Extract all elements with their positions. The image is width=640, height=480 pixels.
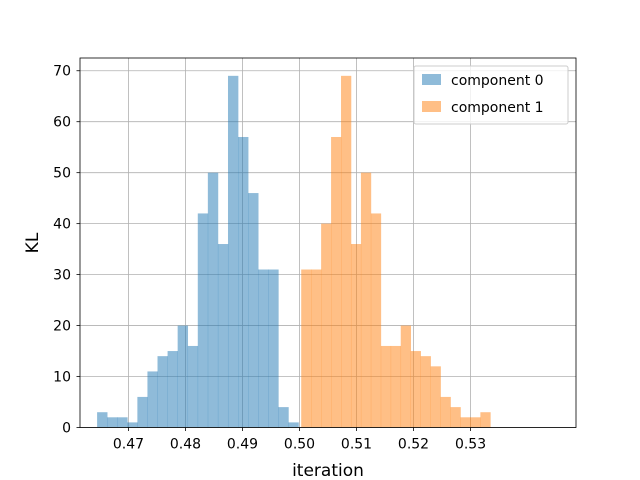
x-tick-label-5: 0.52: [398, 437, 429, 453]
y-tick-label-5: 50: [53, 166, 71, 182]
bar-series-1-bin-15: [450, 407, 461, 428]
bar-series-1-bin-13: [430, 366, 441, 428]
bar-series-1-bin-0: [301, 269, 312, 428]
bar-series-0-bin-12: [217, 244, 229, 428]
bar-series-0-bin-14: [238, 136, 249, 428]
bar-series-1-bin-10: [400, 325, 412, 428]
legend-label-component-1: component 1: [451, 100, 544, 116]
bar-series-0-bin-9: [187, 345, 199, 428]
bar-series-0-bin-5: [147, 371, 158, 428]
legend-swatch-component-0: [422, 74, 441, 85]
legend: component 0 component 1: [413, 65, 569, 125]
bar-series-0-bin-1: [107, 417, 118, 428]
bar-series-0-bin-13: [227, 75, 239, 428]
y-axis-title: KL: [23, 232, 43, 253]
bar-series-1-bin-1: [311, 269, 322, 428]
bar-series-1-bin-18: [480, 412, 491, 428]
y-tick-label-7: 70: [53, 64, 71, 80]
x-tick-label-3: 0.50: [284, 437, 315, 453]
histogram-bars: [97, 75, 491, 428]
plot-frame: [79, 57, 577, 428]
y-tick-label-2: 20: [53, 319, 71, 335]
bar-series-0-bin-0: [97, 412, 108, 428]
bar-series-1-bin-9: [390, 345, 402, 428]
y-tick-label-0: 0: [62, 421, 71, 437]
legend-box: [413, 65, 569, 125]
legend-label-component-0: component 0: [451, 73, 544, 89]
bar-series-0-bin-3: [127, 422, 138, 428]
y-tick-label-3: 30: [53, 268, 71, 284]
bar-series-0-bin-15: [248, 193, 259, 428]
axis-ticks: 0.47 0.48 0.49 0.50 0.51 0.52 0.53 0 10 20 30 40 50 6…: [53, 64, 486, 453]
bar-series-0-bin-10: [197, 213, 209, 428]
legend-swatch-component-1: [422, 101, 441, 112]
y-tick-label-1: 10: [53, 370, 71, 386]
x-tick-label-1: 0.48: [170, 437, 201, 453]
x-tick-label-4: 0.51: [341, 437, 372, 453]
bar-series-1-bin-6: [360, 172, 372, 428]
bar-series-1-bin-16: [460, 417, 471, 428]
bar-series-0-bin-11: [207, 172, 219, 428]
bar-series-0-bin-7: [167, 351, 178, 428]
bar-series-0-bin-2: [117, 417, 128, 428]
bar-series-1-bin-2: [321, 223, 332, 428]
bar-series-0-bin-17: [268, 269, 279, 428]
y-tick-label-4: 40: [53, 217, 71, 233]
bar-series-0-bin-8: [177, 325, 189, 428]
bar-series-1-bin-11: [410, 351, 421, 428]
bar-series-0-bin-16: [258, 269, 269, 428]
bar-series-1-bin-4: [341, 75, 352, 428]
x-tick-label-2: 0.49: [227, 437, 258, 453]
bar-series-1-bin-7: [370, 213, 382, 428]
y-tick-label-6: 60: [53, 115, 71, 131]
x-tick-label-6: 0.53: [455, 437, 486, 453]
bar-series-0-bin-18: [278, 407, 289, 428]
x-tick-label-0: 0.47: [113, 437, 144, 453]
bar-series-0-bin-4: [137, 396, 148, 428]
x-axis-title: iteration: [292, 461, 364, 480]
bar-series-1-bin-17: [470, 417, 481, 428]
bar-series-0-bin-6: [157, 356, 168, 428]
bar-series-1-bin-14: [440, 396, 451, 428]
bar-series-1-bin-3: [331, 136, 342, 428]
bar-series-1-bin-8: [380, 345, 392, 428]
bar-series-0-bin-19: [288, 422, 299, 428]
bar-series-1-bin-12: [420, 356, 431, 428]
bar-series-1-bin-5: [350, 244, 362, 428]
